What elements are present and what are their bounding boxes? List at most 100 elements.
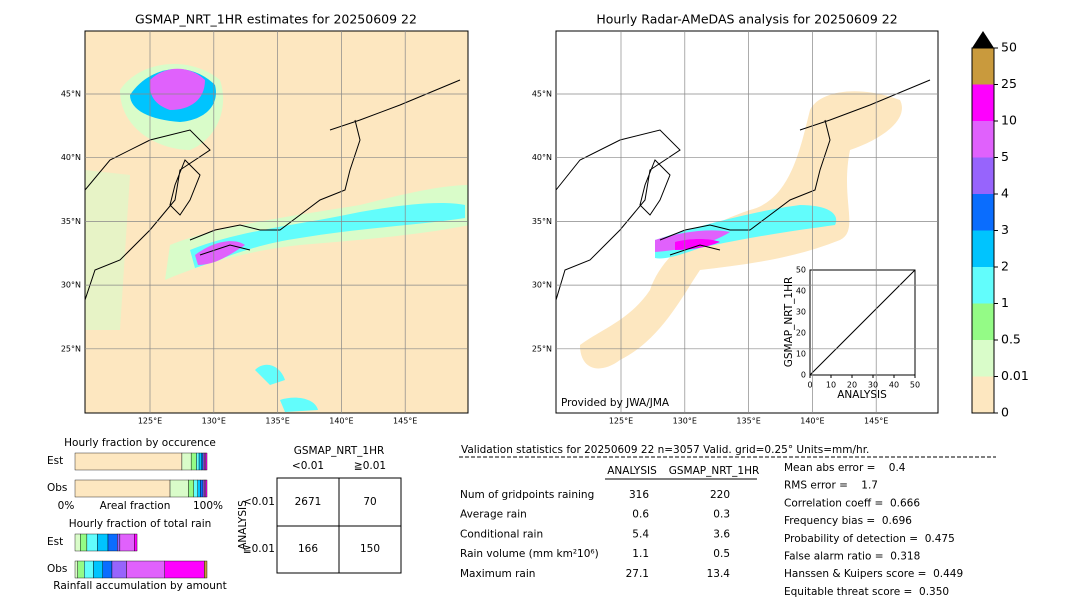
row-label: Est <box>47 455 63 467</box>
scatter-inset <box>809 269 916 376</box>
fraction-segment <box>80 533 88 552</box>
colorbar-label: 5 <box>1001 149 1009 164</box>
table-cell: 166 <box>298 543 318 555</box>
fraction-segment <box>74 479 171 498</box>
stats-header: Validation statistics for 20250609 22 n=… <box>461 444 869 456</box>
colorbar-label: 3 <box>1001 222 1009 237</box>
score: Probability of detection = 0.475 <box>784 533 955 545</box>
lat-label: 35°N <box>61 217 81 226</box>
score: RMS error = 1.7 <box>784 480 878 492</box>
stat-value: 27.1 <box>626 568 649 580</box>
y-tick-label: 20 <box>796 329 806 338</box>
fraction-segment <box>181 452 192 471</box>
rain-field <box>85 63 468 412</box>
stat-value: 0.3 <box>713 509 730 521</box>
column-label: <0.01 <box>292 460 324 472</box>
fraction-segment <box>93 560 103 579</box>
row-label: ≧0.01 <box>243 543 275 555</box>
x-tick-label: 0% <box>58 500 75 512</box>
fraction-segment <box>107 533 118 552</box>
row-label: <0.01 <box>243 496 275 508</box>
x-tick-label: 20 <box>847 381 857 390</box>
fraction-segment <box>126 560 165 579</box>
stat-label: Maximum rain <box>460 568 535 580</box>
fraction-segment <box>84 560 94 579</box>
x-tick-label: 40 <box>889 381 899 390</box>
stat-label: Average rain <box>460 509 527 521</box>
colorbar-frame <box>971 47 995 414</box>
row-axis-label: ANALYSIS <box>237 500 249 550</box>
map-title: GSMAP_NRT_1HR estimates for 20250609 22 <box>135 12 417 27</box>
x-tick-label: 30 <box>868 381 878 390</box>
row-label: Obs <box>47 563 67 575</box>
fraction-segment <box>164 560 205 579</box>
colorbar-band <box>972 121 994 158</box>
colorbar-label: 50 <box>1001 40 1017 55</box>
fraction-segment <box>74 533 81 552</box>
lat-label: 40°N <box>532 153 552 162</box>
x-axis-label: Areal fraction <box>100 500 171 512</box>
x-tick-label: 0 <box>807 381 812 390</box>
x-tick-label: 100% <box>193 500 223 512</box>
column-label: ≧0.01 <box>354 460 386 472</box>
column-label: ANALYSIS <box>607 465 657 477</box>
contingency-grid <box>276 477 402 574</box>
colorbar-label: 4 <box>1001 186 1009 201</box>
x-tick-label: 50 <box>910 381 920 390</box>
fraction-segment <box>74 452 183 471</box>
colorbar-band <box>972 194 994 231</box>
colorbar-label: 0 <box>1001 405 1009 420</box>
stat-value: 220 <box>710 489 730 501</box>
lat-label: 25°N <box>532 344 552 353</box>
colorbar-label: 0.5 <box>1001 332 1021 347</box>
y-axis-label: GSMAP_NRT_1HR <box>783 277 795 368</box>
fraction-segment <box>119 533 135 552</box>
lon-label: 140°E <box>800 417 824 426</box>
colorbar-band <box>972 303 994 340</box>
fraction-segment <box>205 452 208 471</box>
fraction-segment <box>102 560 113 579</box>
row-label: Est <box>47 536 63 548</box>
lat-label: 30°N <box>532 281 552 290</box>
fraction-segment <box>77 560 85 579</box>
score: Frequency bias = 0.696 <box>784 515 912 527</box>
fraction-segment <box>197 479 201 498</box>
y-tick-label: 0 <box>801 371 806 380</box>
y-tick-label: 10 <box>796 350 806 359</box>
x-axis-label: Rainfall accumulation by amount <box>53 580 226 592</box>
colorbar-label: 0.01 <box>1001 368 1029 383</box>
lat-label: 30°N <box>61 281 81 290</box>
fraction-segment <box>74 560 78 579</box>
stat-value: 3.6 <box>713 528 730 540</box>
colorbar-band <box>972 267 994 304</box>
fraction-segment <box>204 560 208 579</box>
stat-value: 5.4 <box>632 528 649 540</box>
table-cell: 150 <box>360 543 380 555</box>
fraction-segment <box>205 479 208 498</box>
fraction-segment <box>196 452 200 471</box>
colorbar-label: 1 <box>1001 295 1009 310</box>
fraction-segment <box>200 479 204 498</box>
colorbar-label: 10 <box>1001 113 1017 128</box>
score: False alarm ratio = 0.318 <box>784 551 920 563</box>
table-cell: 2671 <box>295 496 322 508</box>
fraction-segment <box>134 533 138 552</box>
colorbar-band <box>972 157 994 194</box>
stat-value: 13.4 <box>707 568 731 580</box>
panel-title: Hourly fraction of total rain <box>69 518 212 530</box>
fraction-segment <box>188 479 195 498</box>
colorbar-band <box>972 230 994 267</box>
y-tick-label: 40 <box>796 287 806 296</box>
lon-label: 140°E <box>329 417 353 426</box>
lat-label: 35°N <box>532 217 552 226</box>
lon-label: 130°E <box>202 417 226 426</box>
fraction-segment <box>117 533 121 552</box>
score: Equitable threat score = 0.350 <box>784 586 949 598</box>
lat-label: 45°N <box>532 90 552 99</box>
colorbar-band <box>972 340 994 377</box>
colorbar-label: 2 <box>1001 259 1009 274</box>
lat-label: 25°N <box>61 344 81 353</box>
score: Correlation coeff = 0.666 <box>784 497 920 509</box>
x-axis-label: ANALYSIS <box>837 389 887 401</box>
